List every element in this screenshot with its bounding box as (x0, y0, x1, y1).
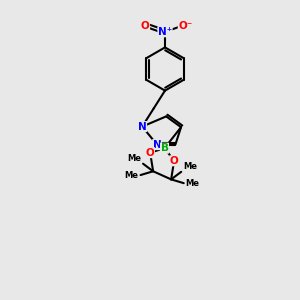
Text: O: O (146, 148, 154, 158)
Text: N: N (138, 122, 147, 132)
Text: O: O (170, 156, 178, 166)
Text: N: N (153, 140, 161, 150)
Text: Me: Me (127, 154, 141, 163)
Text: N⁺: N⁺ (158, 27, 172, 37)
Text: O: O (141, 21, 150, 31)
Text: Me: Me (185, 179, 200, 188)
Text: Me: Me (183, 162, 197, 171)
Text: Me: Me (125, 171, 139, 180)
Text: B: B (160, 143, 169, 153)
Text: O⁻: O⁻ (178, 21, 193, 31)
